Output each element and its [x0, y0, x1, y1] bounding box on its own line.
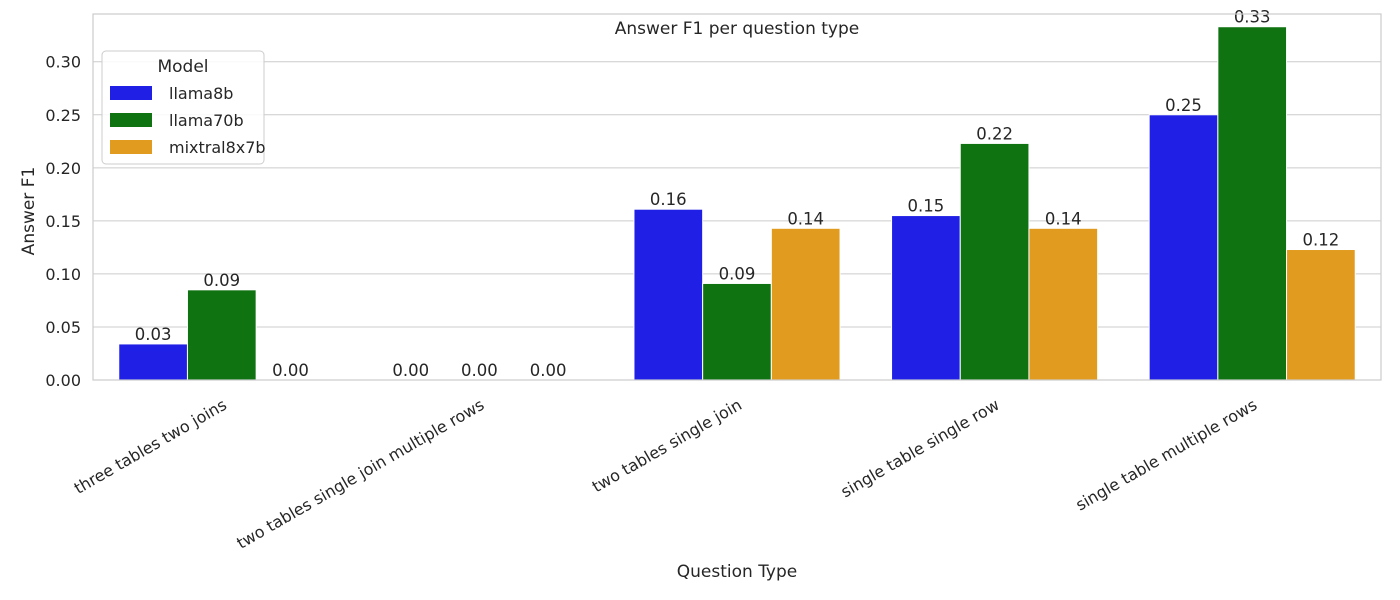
chart-title: Answer F1 per question type	[615, 19, 859, 39]
y-tick-labels: 0.00 0.05 0.10 0.15 0.20 0.25 0.30	[45, 53, 81, 390]
y-tick-label: 0.05	[45, 318, 81, 337]
bar-mixtral8x7b	[1028, 227, 1099, 381]
legend: Model llama8b llama70b mixtral8x7b	[101, 50, 266, 165]
data-label-mixtral8x7b: 0.00	[272, 361, 309, 380]
legend-swatch-llama70b	[110, 113, 152, 127]
data-label-mixtral8x7b: 0.12	[1303, 231, 1340, 250]
x-tick-label: single table single row	[838, 395, 1003, 501]
data-labels-layer: 0.03 0.09 0.00 0.00 0.00 0.00 0.16 0.09 0.14 0.15…	[135, 8, 1340, 380]
legend-label-llama70b: llama70b	[169, 111, 244, 130]
bar-llama8b	[1148, 114, 1219, 381]
data-label-llama8b: 0.16	[650, 190, 687, 209]
x-tick-label: two tables single join	[589, 395, 745, 496]
plot-frame	[92, 13, 1382, 381]
data-label-llama70b: 0.09	[203, 271, 240, 290]
data-label-llama8b: 0.03	[135, 325, 172, 344]
bar-llama70b	[959, 142, 1030, 381]
y-tick-label: 0.00	[45, 371, 81, 390]
y-tick-label: 0.25	[45, 106, 81, 125]
legend-swatch-llama8b	[110, 86, 152, 100]
x-tick-labels: three tables two joins two tables single …	[71, 395, 1261, 553]
legend-box	[101, 50, 265, 165]
y-axis-title: Answer F1	[19, 167, 39, 256]
y-tick-label: 0.30	[45, 53, 81, 72]
bar-llama8b	[891, 215, 961, 381]
legend-label-mixtral8x7b: mixtral8x7b	[169, 138, 266, 157]
bar-llama70b	[186, 289, 257, 381]
data-label-llama70b: 0.00	[461, 361, 498, 380]
x-tick-label: three tables two joins	[71, 395, 230, 498]
bar-mixtral8x7b	[1286, 249, 1356, 381]
data-label-mixtral8x7b: 0.14	[1045, 209, 1082, 228]
y-tick-label: 0.15	[45, 212, 81, 231]
legend-title: Model	[157, 57, 208, 77]
bar-mixtral8x7b	[770, 227, 841, 381]
x-tick-label: two tables single join multiple rows	[233, 395, 487, 553]
data-label-llama8b: 0.25	[1165, 96, 1202, 115]
grid-layer	[93, 61, 1381, 381]
data-label-llama8b: 0.00	[392, 361, 429, 380]
legend-swatch-mixtral8x7b	[110, 140, 152, 154]
bar-llama70b	[702, 282, 772, 381]
bar-llama8b	[633, 208, 704, 381]
data-label-llama8b: 0.15	[908, 197, 945, 216]
y-tick-label: 0.20	[45, 159, 81, 178]
bar-llama8b	[118, 343, 188, 381]
legend-label-llama8b: llama8b	[169, 84, 233, 103]
data-label-mixtral8x7b: 0.00	[530, 361, 567, 380]
x-tick-label: single table multiple rows	[1072, 395, 1260, 514]
data-label-llama70b: 0.22	[976, 124, 1013, 143]
bars-layer	[118, 26, 1356, 381]
legend-items: llama8b llama70b mixtral8x7b	[110, 84, 266, 157]
x-axis-title: Question Type	[677, 562, 798, 582]
data-label-mixtral8x7b: 0.14	[787, 209, 824, 228]
data-label-llama70b: 0.09	[719, 264, 756, 283]
bar-llama70b	[1217, 26, 1288, 381]
data-label-llama70b: 0.33	[1234, 8, 1271, 27]
y-tick-label: 0.10	[45, 265, 81, 284]
